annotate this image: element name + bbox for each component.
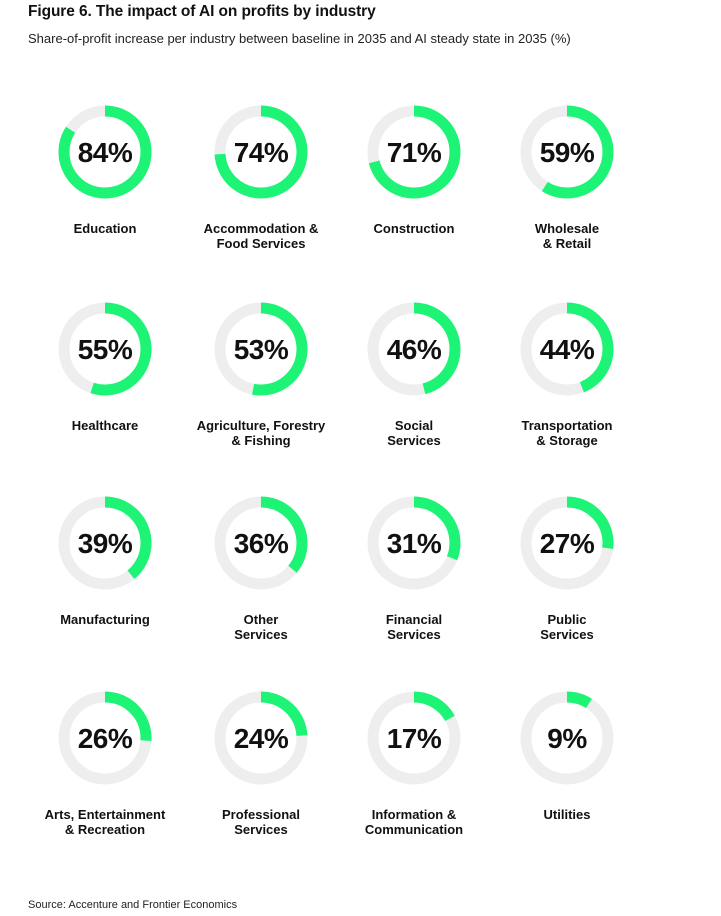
category-label-line: & Fishing	[231, 433, 290, 448]
donut-arc	[520, 691, 614, 785]
donut-value-label: 74%	[234, 137, 289, 168]
donut-chart-grid: 84% Education 74% Accommodation &Food Servi…	[45, 105, 614, 837]
donut-value-label: 17%	[387, 723, 442, 754]
donut-arc	[214, 496, 308, 590]
category-label-line: Communication	[365, 822, 463, 837]
category-label-line: & Retail	[543, 236, 591, 251]
donut-value-label: 39%	[78, 528, 133, 559]
category-label-line: Other	[244, 612, 279, 627]
category-label-line: Services	[387, 627, 441, 642]
donut-arc	[214, 302, 308, 396]
donut-arc	[367, 105, 461, 199]
category-label-line: & Recreation	[65, 822, 145, 837]
category-label-line: Arts, Entertainment	[45, 807, 166, 822]
category-label-line: Services	[234, 822, 288, 837]
category-label-line: Public	[547, 612, 586, 627]
donut-accommodation-food-services: 74% Accommodation &Food Services	[204, 105, 319, 251]
donut-transportation-storage: 44% Transportation& Storage	[520, 302, 614, 448]
donut-arts-entertainment-recreation: 26% Arts, Entertainment& Recreation	[45, 691, 166, 837]
category-label-line: Education	[74, 221, 137, 236]
category-label-line: Accommodation &	[204, 221, 319, 236]
donut-value-label: 84%	[78, 137, 133, 168]
donut-arc	[58, 691, 152, 785]
category-label-line: Utilities	[544, 807, 591, 822]
category-label-line: Transportation	[521, 418, 612, 433]
category-label-line: & Storage	[536, 433, 597, 448]
donut-utilities: 9% Utilities	[520, 691, 614, 822]
donut-value-label: 46%	[387, 334, 442, 365]
donut-arc	[214, 691, 308, 785]
donut-arc	[58, 105, 152, 199]
category-label-line: Social	[395, 418, 433, 433]
category-label-line: Services	[387, 433, 441, 448]
donut-arc	[214, 105, 308, 199]
donut-value-label: 9%	[547, 723, 587, 754]
category-label-line: Agriculture, Forestry	[197, 418, 326, 433]
category-label-line: Manufacturing	[60, 612, 150, 627]
donut-arc	[520, 496, 614, 590]
donut-arc	[58, 496, 152, 590]
donut-arc	[367, 302, 461, 396]
donut-construction: 71% Construction	[367, 105, 461, 236]
donut-value-label: 71%	[387, 137, 442, 168]
category-label-line: Financial	[386, 612, 442, 627]
donut-value-label: 44%	[540, 334, 595, 365]
figure-title: Figure 6. The impact of AI on profits by…	[28, 3, 376, 20]
donut-arc	[520, 105, 614, 199]
donut-value-label: 26%	[78, 723, 133, 754]
donut-value-label: 31%	[387, 528, 442, 559]
donut-arc	[367, 496, 461, 590]
donut-agriculture-forestry-fishing: 53% Agriculture, Forestry& Fishing	[197, 302, 326, 448]
category-label-line: Healthcare	[72, 418, 138, 433]
category-label-line: Food Services	[217, 236, 306, 251]
donut-value-label: 27%	[540, 528, 595, 559]
figure-subtitle: Share-of-profit increase per industry be…	[28, 31, 571, 46]
category-label-line: Wholesale	[535, 221, 599, 236]
category-label-line: Services	[234, 627, 288, 642]
donut-information-communication: 17% Information &Communication	[365, 691, 463, 837]
category-label-line: Services	[540, 627, 594, 642]
donut-arc	[58, 302, 152, 396]
source-note: Source: Accenture and Frontier Economics	[28, 899, 238, 911]
donut-value-label: 53%	[234, 334, 289, 365]
category-label-line: Professional	[222, 807, 300, 822]
donut-value-label: 55%	[78, 334, 133, 365]
donut-education: 84% Education	[58, 105, 152, 236]
donut-value-label: 59%	[540, 137, 595, 168]
category-label-line: Information &	[372, 807, 457, 822]
donut-manufacturing: 39% Manufacturing	[58, 496, 152, 627]
donut-value-label: 36%	[234, 528, 289, 559]
donut-value-label: 24%	[234, 723, 289, 754]
donut-arc	[520, 302, 614, 396]
donut-arc	[367, 691, 461, 785]
donut-healthcare: 55% Healthcare	[58, 302, 152, 433]
category-label-line: Construction	[374, 221, 455, 236]
donut-wholesale-retail: 59% Wholesale& Retail	[520, 105, 614, 251]
